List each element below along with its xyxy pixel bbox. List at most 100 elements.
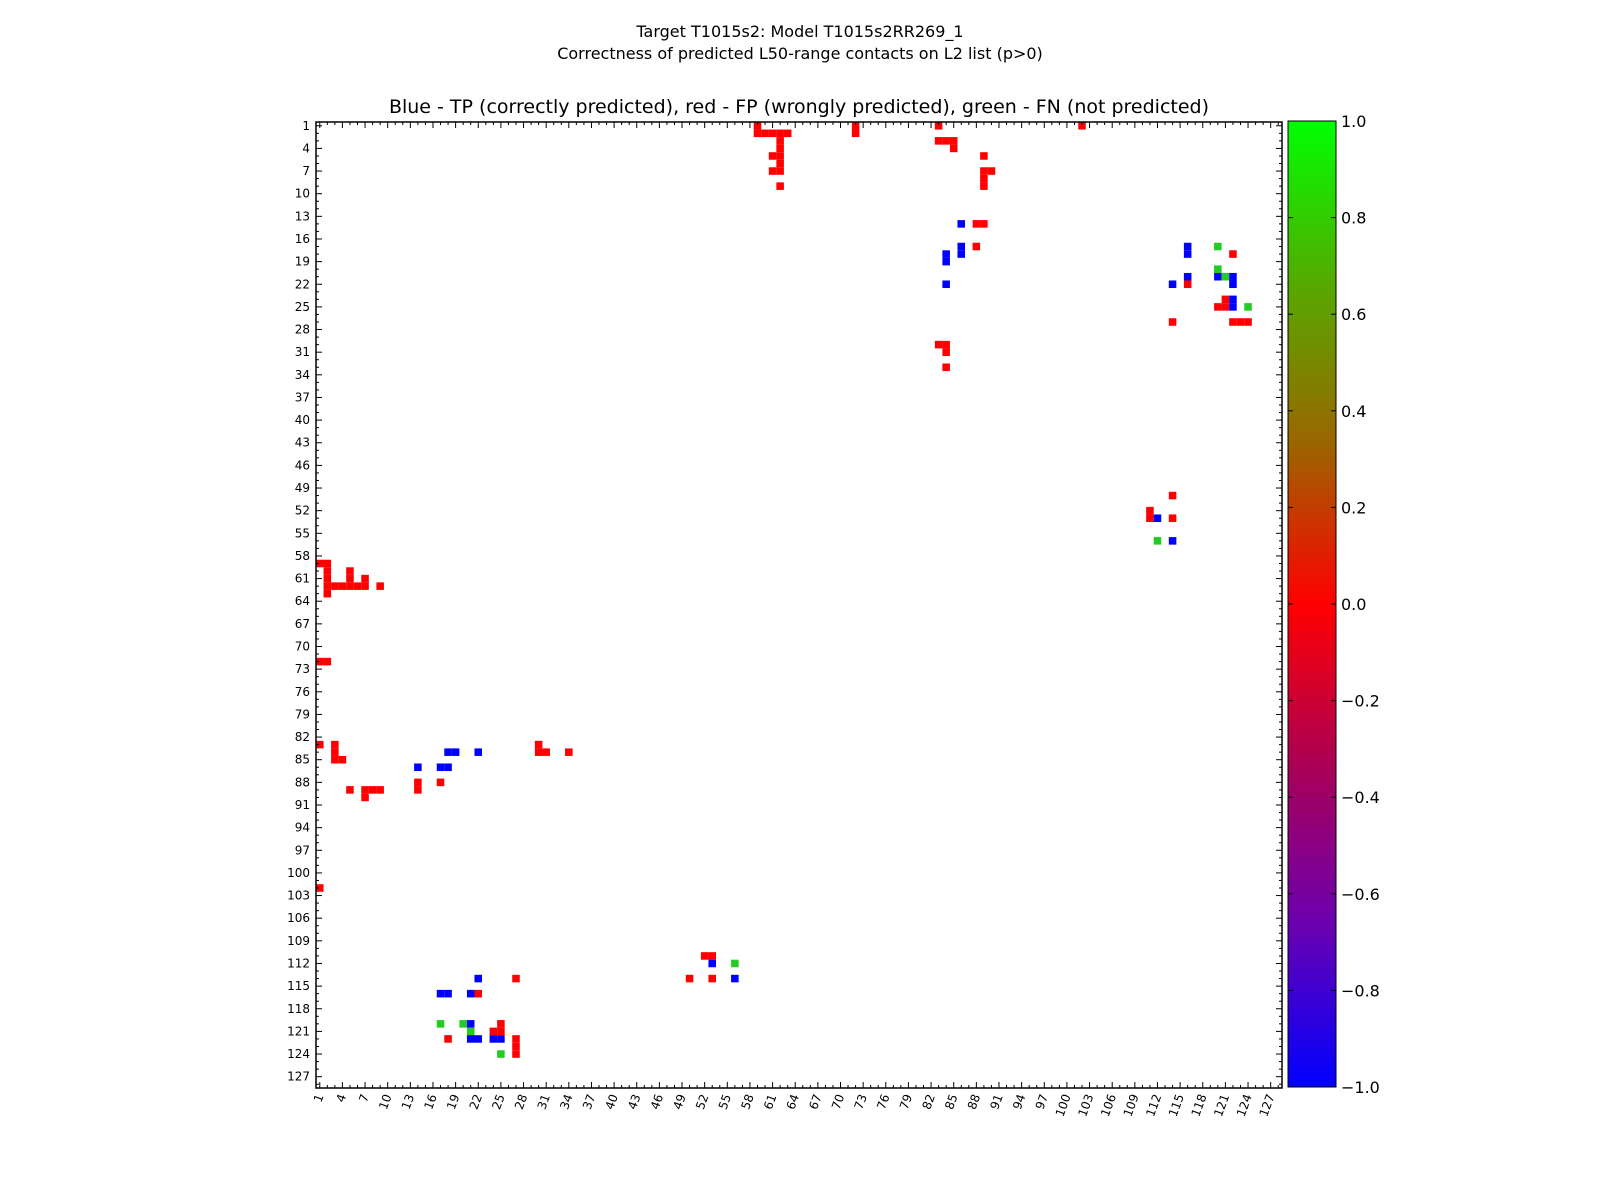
- contact-cell: [980, 220, 988, 228]
- x-tick-label: 100: [1053, 1092, 1074, 1118]
- colorbar-tick-label: 0.0: [1341, 595, 1366, 614]
- y-tick-label: 94: [295, 821, 310, 835]
- contact-cell: [1229, 303, 1237, 311]
- contact-cell: [1153, 514, 1162, 522]
- contact-cell: [338, 582, 347, 590]
- contact-cell: [542, 748, 550, 756]
- contact-cell: [414, 786, 422, 794]
- contact-cell: [497, 1035, 505, 1043]
- contact-cell: [497, 1027, 505, 1036]
- contact-cell: [980, 152, 988, 160]
- contact-cell: [776, 144, 784, 153]
- contact-cell: [436, 1020, 445, 1028]
- contact-cell: [1244, 318, 1252, 326]
- x-tick-label: 97: [1033, 1092, 1051, 1111]
- contact-cell: [316, 884, 324, 892]
- contact-cell: [361, 582, 369, 590]
- y-tick-label: 34: [295, 368, 310, 382]
- y-tick-label: 10: [295, 187, 310, 201]
- colorbar: [1287, 120, 1337, 1088]
- contact-cell: [323, 589, 332, 598]
- contact-cell: [1183, 242, 1192, 251]
- x-tick-label: 94: [1010, 1092, 1028, 1111]
- x-tick-label: 49: [670, 1092, 688, 1111]
- contact-cell: [444, 989, 452, 998]
- chart-title-line-1: Target T1015s2: Model T1015s2RR269_1: [635, 22, 963, 42]
- contact-cell: [323, 559, 332, 568]
- contact-cell: [368, 786, 377, 794]
- contact-cell: [489, 1035, 498, 1043]
- contact-cell: [331, 740, 339, 749]
- plot-frame: [315, 121, 1283, 1089]
- x-tick-label: 37: [580, 1092, 598, 1111]
- contact-cell: [534, 748, 543, 756]
- contact-cell: [466, 1035, 475, 1043]
- x-tick-label: 4: [333, 1092, 349, 1104]
- y-tick-label: 1: [302, 119, 310, 133]
- y-tick-label: 16: [295, 232, 310, 246]
- contact-cell: [934, 340, 943, 349]
- y-tick-label: 46: [295, 458, 310, 472]
- contact-cell: [323, 574, 332, 583]
- y-tick-label: 40: [295, 413, 310, 427]
- colorbar-ticks: 1.0 0.8 0.6 0.4 0.2 0.0 −0.2 −0.4 −0.6 −0.8 −1.0: [1288, 112, 1380, 1097]
- colorbar-tick-label: 0.8: [1341, 209, 1366, 228]
- contact-cell: [934, 122, 943, 130]
- x-tick-label: 34: [557, 1092, 575, 1111]
- x-tick-label: 31: [535, 1092, 553, 1111]
- colorbar-tick-label: −0.2: [1341, 692, 1380, 711]
- x-tick-label: 13: [399, 1092, 417, 1111]
- x-tick-label: 28: [512, 1092, 530, 1111]
- y-tick-label: 67: [295, 617, 310, 631]
- contact-cell: [942, 363, 950, 372]
- y-tick-label: 58: [295, 549, 310, 563]
- contact-cell: [776, 129, 784, 138]
- y-tick-label: 118: [287, 1002, 310, 1016]
- x-tick-label: 10: [376, 1092, 394, 1111]
- contact-cell: [1183, 250, 1192, 258]
- contact-cell: [768, 129, 777, 138]
- y-tick-label: 73: [295, 662, 310, 676]
- contact-cell: [323, 657, 332, 666]
- contact-cell: [376, 786, 384, 794]
- x-tick-label: 19: [444, 1092, 462, 1111]
- contact-cell: [1214, 242, 1222, 251]
- x-tick-label: 109: [1121, 1092, 1142, 1118]
- contact-cell: [1168, 537, 1177, 545]
- y-tick-label: 106: [287, 911, 310, 925]
- contact-cell: [361, 786, 369, 794]
- y-tick-label: 31: [295, 345, 310, 359]
- contact-cell: [1229, 250, 1237, 258]
- contact-cell: [753, 129, 762, 138]
- x-tick-label: 16: [421, 1092, 439, 1111]
- x-tick-label: 79: [897, 1092, 915, 1111]
- y-tick-label: 103: [287, 889, 310, 903]
- contact-cell: [708, 974, 716, 983]
- contact-cell: [1236, 318, 1245, 326]
- y-tick-label: 76: [295, 685, 310, 699]
- x-tick-label: 73: [852, 1092, 870, 1111]
- colorbar-tick-label: −0.6: [1341, 885, 1380, 904]
- contact-cell: [353, 582, 362, 590]
- contact-cell: [331, 748, 339, 756]
- contact-cell: [776, 137, 784, 145]
- contact-cell: [1221, 272, 1230, 281]
- contact-cell: [361, 574, 369, 583]
- contact-cell: [444, 1035, 452, 1043]
- contact-cell: [474, 748, 483, 756]
- y-tick-label: 22: [295, 277, 310, 291]
- contact-cell: [753, 122, 762, 130]
- y-tick-label: 112: [287, 956, 310, 970]
- y-tick-label: 19: [295, 255, 310, 269]
- x-tick-label: 61: [761, 1092, 779, 1111]
- chart-title-line-2: Correctness of predicted L50-range conta…: [557, 44, 1043, 63]
- contact-cell: [338, 755, 347, 764]
- y-tick-label: 100: [287, 866, 310, 880]
- contact-cell: [957, 220, 966, 228]
- contact-cell: [685, 974, 694, 983]
- y-tick-label: 115: [287, 979, 310, 993]
- contact-cell: [512, 1050, 520, 1058]
- y-tick-label: 28: [295, 323, 310, 337]
- x-tick-label: 112: [1143, 1092, 1164, 1118]
- contact-cell: [361, 793, 369, 802]
